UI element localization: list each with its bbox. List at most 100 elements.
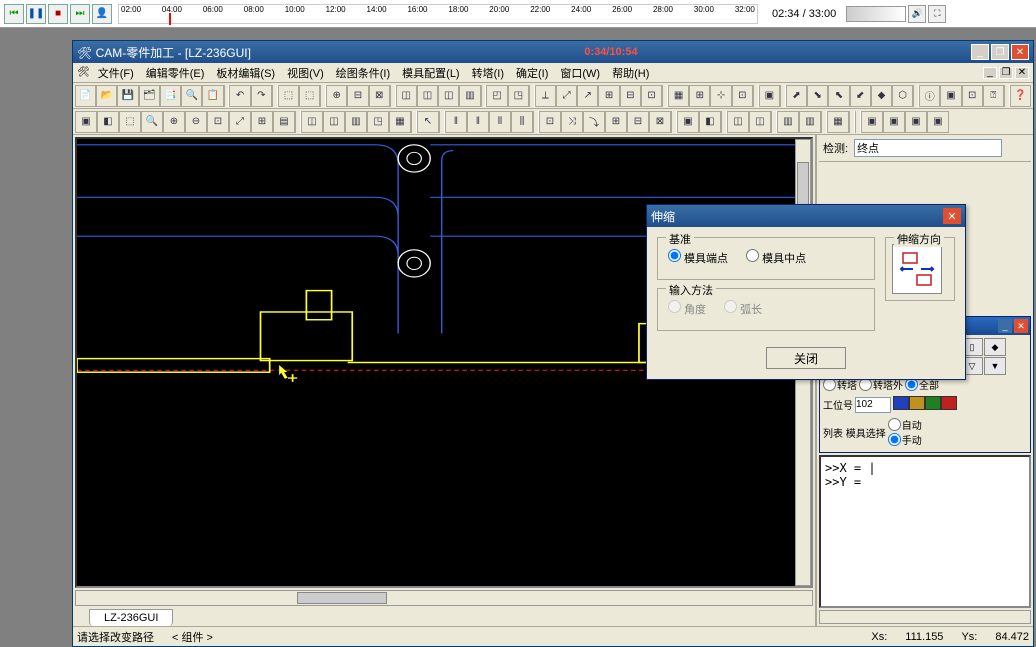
volume-slider[interactable] bbox=[846, 6, 906, 22]
toolbar-button[interactable]: ◳ bbox=[508, 85, 529, 107]
toolbar-button[interactable]: ▣ bbox=[927, 111, 949, 133]
toolbar-button[interactable]: ⊹ bbox=[710, 85, 731, 107]
toolbar-button[interactable]: ◫ bbox=[417, 85, 438, 107]
mdi-restore-button[interactable]: ❐ bbox=[999, 67, 1013, 79]
timeline[interactable]: 02:0004:0006:0008:0010:0012:0014:0016:00… bbox=[118, 4, 758, 24]
color-swatch[interactable] bbox=[925, 396, 941, 410]
player-prev-button[interactable]: ⏮ bbox=[4, 4, 24, 24]
toolbar-button[interactable]: ⊠ bbox=[649, 111, 671, 133]
palette-radio[interactable]: 手动 bbox=[888, 432, 922, 447]
toolbar-button[interactable]: ⊞ bbox=[605, 111, 627, 133]
toolbar-button[interactable]: ⬋ bbox=[850, 85, 871, 107]
toolbar-button[interactable]: ⍰ bbox=[983, 85, 1004, 107]
toolbar-button[interactable]: ◧ bbox=[699, 111, 721, 133]
menu-item[interactable]: 模具配置(L) bbox=[396, 67, 465, 81]
toolbar-button[interactable]: ▣ bbox=[940, 85, 961, 107]
toolbar-button[interactable]: ◫ bbox=[727, 111, 749, 133]
player-pause-button[interactable]: ❚❚ bbox=[26, 4, 46, 24]
menu-item[interactable]: 窗口(W) bbox=[554, 67, 606, 81]
toolbar-button[interactable]: ◳ bbox=[367, 111, 389, 133]
toolbar-button[interactable]: ⬚ bbox=[299, 85, 320, 107]
palette-radio[interactable]: 自动 bbox=[888, 417, 922, 432]
toolbar-button[interactable]: ◫ bbox=[438, 85, 459, 107]
toolbar-button[interactable]: ◫ bbox=[323, 111, 345, 133]
toolbar-button[interactable]: ⬚ bbox=[278, 85, 299, 107]
toolbar-button[interactable]: ▦ bbox=[389, 111, 411, 133]
toolbar-button[interactable]: ⊞ bbox=[689, 85, 710, 107]
player-next-button[interactable]: ⏭ bbox=[70, 4, 90, 24]
direction-picker[interactable] bbox=[892, 244, 942, 294]
window-close-button[interactable]: ✕ bbox=[1011, 44, 1029, 60]
doc-tab[interactable]: LZ-236GUI bbox=[89, 609, 173, 626]
toolbar-button[interactable]: ⫴ bbox=[489, 111, 511, 133]
toolbar-button[interactable]: ⊠ bbox=[369, 85, 390, 107]
toolbar-button[interactable]: ↗ bbox=[577, 85, 598, 107]
toolbar-button[interactable]: ⬈ bbox=[786, 85, 807, 107]
menu-item[interactable]: 帮助(H) bbox=[606, 67, 655, 81]
player-stop-button[interactable]: ■ bbox=[48, 4, 68, 24]
mdi-close-button[interactable]: ✕ bbox=[1015, 67, 1029, 79]
toolbar-button[interactable]: 🔍 bbox=[181, 85, 202, 107]
basis-radio[interactable]: 模具端点 bbox=[668, 249, 728, 266]
menu-item[interactable]: 视图(V) bbox=[281, 67, 330, 81]
toolbar-button[interactable]: ⤨ bbox=[561, 111, 583, 133]
toolbar-button[interactable]: ⓘ bbox=[919, 85, 940, 107]
dialog-close-button[interactable]: ✕ bbox=[943, 208, 961, 224]
toolbar-button[interactable]: ▣ bbox=[883, 111, 905, 133]
timeline-cursor[interactable] bbox=[169, 13, 171, 25]
toolbar-button[interactable]: ⊟ bbox=[627, 111, 649, 133]
toolbar-button[interactable]: ▦ bbox=[668, 85, 689, 107]
toolbar-button[interactable]: ⊡ bbox=[539, 111, 561, 133]
toolbar-button[interactable]: ⊕ bbox=[326, 85, 347, 107]
shape-cell[interactable]: ▼ bbox=[984, 357, 1006, 375]
toolbar-button[interactable]: ⊡ bbox=[641, 85, 662, 107]
console[interactable]: >>X = | >>Y = bbox=[819, 455, 1031, 608]
color-swatch[interactable] bbox=[893, 396, 909, 410]
menu-item[interactable]: 板材编辑(S) bbox=[210, 67, 281, 81]
toolbar-button[interactable]: ▦ bbox=[827, 111, 849, 133]
toolbar-button[interactable]: ⤢ bbox=[229, 111, 251, 133]
toolbar-button[interactable]: ▥ bbox=[345, 111, 367, 133]
menu-item[interactable]: 绘图条件(I) bbox=[330, 67, 396, 81]
toolbar-button[interactable]: ▣ bbox=[759, 85, 780, 107]
station-input[interactable] bbox=[855, 397, 891, 413]
toolbar-button[interactable]: ◫ bbox=[749, 111, 771, 133]
toolbar-button[interactable]: ⊞ bbox=[251, 111, 273, 133]
window-restore-button[interactable]: ❐ bbox=[991, 44, 1009, 60]
player-full-icon[interactable]: ⛶ bbox=[928, 5, 946, 23]
toolbar-button[interactable]: ▥ bbox=[799, 111, 821, 133]
basis-radio[interactable]: 模具中点 bbox=[746, 249, 806, 266]
toolbar-button[interactable]: ⬡ bbox=[892, 85, 913, 107]
color-swatch[interactable] bbox=[909, 396, 925, 410]
palette-close-button[interactable]: ✕ bbox=[1014, 319, 1028, 333]
window-min-button[interactable]: _ bbox=[971, 44, 989, 60]
toolbar-button[interactable]: ◫ bbox=[301, 111, 323, 133]
toolbar-button[interactable]: ▣ bbox=[75, 111, 97, 133]
toolbar-button[interactable]: 💾 bbox=[117, 85, 138, 107]
console-hscroll[interactable] bbox=[819, 610, 1031, 624]
player-mute-icon[interactable]: 🔊 bbox=[908, 5, 926, 23]
toolbar-button[interactable]: ⟂ bbox=[535, 85, 556, 107]
toolbar-button[interactable]: ⤢ bbox=[556, 85, 577, 107]
detect-input[interactable] bbox=[854, 139, 1002, 157]
toolbar-button[interactable]: ⬊ bbox=[807, 85, 828, 107]
toolbar-button[interactable]: 📋 bbox=[202, 85, 223, 107]
toolbar-button[interactable]: ▤ bbox=[273, 111, 295, 133]
toolbar-button[interactable]: ⊟ bbox=[347, 85, 368, 107]
toolbar-button[interactable]: ↖ bbox=[417, 111, 439, 133]
menu-item[interactable]: 文件(F) bbox=[92, 67, 140, 81]
help-button[interactable]: ❓ bbox=[1010, 85, 1031, 107]
app-titlebar[interactable]: 🛠 CAM-零件加工 - [LZ-236GUI] 0:34/10:54 _ ❐ … bbox=[73, 41, 1033, 63]
toolbar-button[interactable]: ↶ bbox=[229, 85, 250, 107]
toolbar-button[interactable]: 📑 bbox=[160, 85, 181, 107]
menu-item[interactable]: 确定(I) bbox=[510, 67, 554, 81]
toolbar-button[interactable]: ⤵ bbox=[583, 111, 605, 133]
toolbar-button[interactable]: ⊡ bbox=[962, 85, 983, 107]
toolbar-button[interactable]: ⊡ bbox=[207, 111, 229, 133]
canvas-hscroll[interactable] bbox=[75, 590, 813, 606]
toolbar-button[interactable]: ◫ bbox=[396, 85, 417, 107]
toolbar-button[interactable]: ◆ bbox=[871, 85, 892, 107]
toolbar-button[interactable]: 🔍 bbox=[141, 111, 163, 133]
shape-cell[interactable]: ◆ bbox=[984, 338, 1006, 356]
toolbar-button[interactable]: ↷ bbox=[251, 85, 272, 107]
